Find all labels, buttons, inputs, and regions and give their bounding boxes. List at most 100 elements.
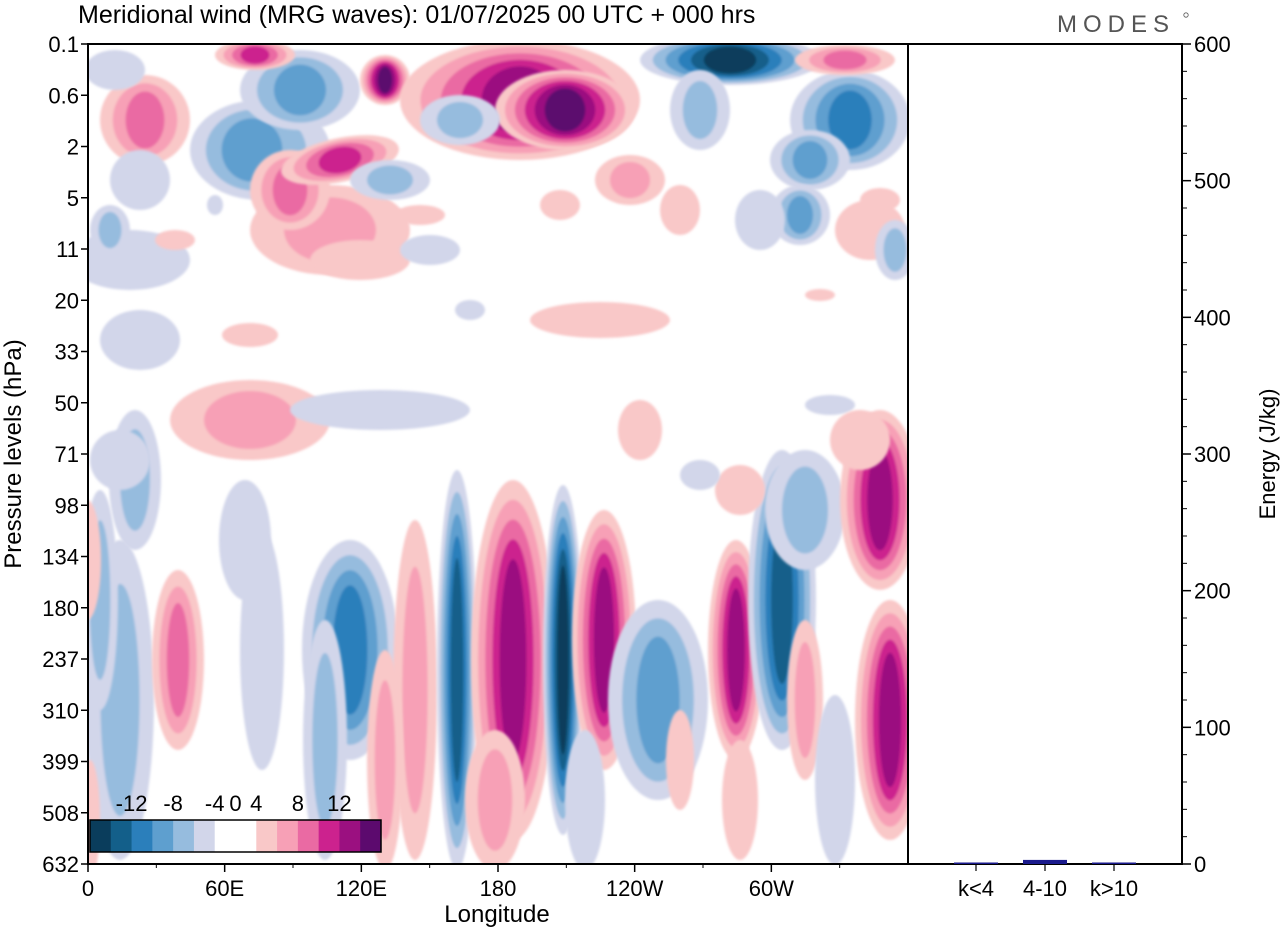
wind-contour-cell [222, 323, 278, 347]
energy-tick-label: 600 [1194, 32, 1231, 57]
wind-contour-band [274, 64, 326, 116]
wind-contour-cell [565, 730, 605, 864]
energy-tick-label: 500 [1194, 169, 1231, 194]
wind-contour-cell [860, 188, 900, 212]
wind-contour-band [722, 740, 758, 860]
wind-contour-band [100, 310, 180, 370]
wind-contour-band [805, 395, 855, 415]
wind-contour-cell [88, 50, 145, 90]
colorbar-swatch [256, 820, 278, 852]
energy-bar-label: k<4 [958, 876, 994, 901]
wind-contour-cell [787, 620, 823, 780]
wind-contour-band [90, 430, 150, 490]
colorbar-swatch [318, 820, 340, 852]
wind-contour-cell [543, 485, 583, 835]
wind-contour-cell [530, 302, 670, 338]
wind-contour-cell [595, 155, 665, 205]
y-tick-label: 2 [67, 135, 79, 160]
wind-contour-cell [303, 620, 347, 860]
wind-contour-cell [815, 695, 855, 864]
colorbar-label: -8 [163, 791, 183, 816]
wind-contour-band [207, 195, 223, 215]
wind-contour-cell [100, 75, 190, 165]
energy-tick-label: 400 [1194, 305, 1231, 330]
energy-frame [907, 43, 1183, 865]
wind-contour-band [860, 188, 900, 212]
wind-contour-band [88, 500, 101, 620]
wind-contour-band [204, 391, 296, 449]
wind-contour-band [290, 390, 470, 430]
wind-contour-band [400, 235, 460, 265]
x-tick-label: 60W [749, 876, 794, 901]
wind-contour-band [794, 642, 816, 758]
y-tick-label: 50 [55, 391, 79, 416]
wind-contour-cell [240, 530, 284, 770]
y-tick-label: 20 [55, 288, 79, 313]
wind-contour-band [166, 603, 190, 717]
colorbar: -12 -8 -4 0 4 8 12 [89, 791, 382, 853]
wind-contour-band [377, 66, 393, 94]
wind-contour-band [660, 185, 700, 235]
wind-contour-band [155, 230, 195, 250]
wind-contour-cell [152, 570, 204, 750]
energy-bar [1023, 859, 1067, 864]
wind-contour-band [666, 710, 694, 810]
wind-contour-band [450, 558, 464, 782]
wind-contour-cell [765, 450, 845, 570]
y-tick-label: 180 [42, 596, 79, 621]
y-tick-label: 71 [55, 442, 79, 467]
wind-contour-cell [708, 540, 764, 760]
wind-contour-cell [540, 190, 580, 220]
energy-bars: k<4 4-10 k>10 [954, 859, 1138, 901]
wind-contour-band [883, 228, 907, 272]
energy-bar [1092, 862, 1136, 864]
wind-contour-band [125, 91, 165, 149]
brand-registered-mark [1183, 12, 1189, 18]
y-tick-label: 310 [42, 698, 79, 723]
y-tick-label: 0.6 [48, 83, 79, 108]
colorbar-swatch [297, 820, 320, 852]
wind-contour-band [828, 90, 872, 150]
y-tick-label: 632 [42, 852, 79, 877]
wind-contour-cell [735, 190, 785, 250]
wind-contour-band [88, 50, 145, 90]
colorbar-swatch [90, 820, 112, 852]
wind-contour-band [374, 680, 396, 840]
colorbar-swatch [214, 820, 236, 852]
wind-contour-cell [100, 310, 180, 370]
wind-contour-band [782, 466, 828, 554]
x-tick-label: 120W [606, 876, 664, 901]
colorbar-swatch [360, 820, 382, 852]
wind-contour-cell [437, 470, 477, 864]
wind-contour-cell [660, 185, 700, 235]
colorbar-swatch [235, 820, 257, 852]
energy-axis-label: Energy (J/kg) [1255, 389, 1280, 520]
wind-contour-cell [715, 465, 765, 515]
colorbar-swatch [152, 820, 174, 852]
wind-contour-cell [310, 240, 410, 280]
wind-contour-cell [290, 390, 470, 430]
y-tick-label: 0.1 [48, 32, 79, 57]
wind-contour-band [437, 101, 483, 139]
wind-contour-band [240, 46, 270, 64]
wind-contour-cell [670, 70, 730, 150]
wind-contour-cell [805, 289, 835, 301]
wind-contour-cell [855, 600, 908, 840]
energy-bar-label: 4-10 [1023, 876, 1067, 901]
y-tick-label: 508 [42, 801, 79, 826]
wind-contour-band [544, 88, 586, 132]
wind-contour-cell [770, 130, 850, 190]
wind-contour-band [565, 730, 605, 864]
wind-contour-cell [830, 410, 890, 470]
wind-contour-band [830, 410, 890, 470]
wind-contour-band [727, 588, 745, 712]
wind-contour-cell [215, 44, 295, 70]
chart-title: Meridional wind (MRG waves): 01/07/2025 … [78, 1, 755, 29]
wind-contour-band [680, 460, 720, 490]
wind-contour-band [792, 141, 828, 179]
wind-contour-band [530, 302, 670, 338]
wind-contour-cell [170, 380, 330, 460]
pressure-axis: 0.1 0.6 2 5 11 20 33 50 71 98 134 180 237 310 399 508 63… [42, 32, 88, 877]
wind-field-contours [88, 44, 908, 864]
wind-contour-band [318, 146, 362, 174]
